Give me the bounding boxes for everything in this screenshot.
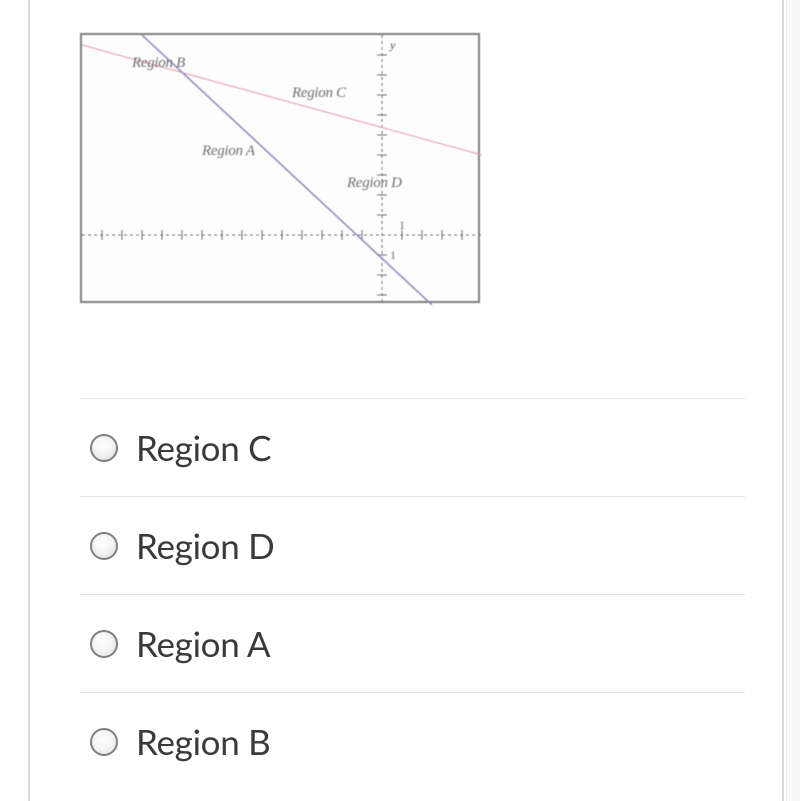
scrollbar-track[interactable] — [786, 0, 800, 801]
svg-text:1: 1 — [390, 248, 396, 262]
option-label: Region B — [136, 721, 270, 763]
option-label: Region D — [136, 525, 274, 567]
option-row-opt-b[interactable]: Region B — [80, 693, 745, 790]
radio-icon[interactable] — [90, 532, 118, 560]
option-row-opt-a[interactable]: Region A — [80, 595, 745, 692]
option-label: Region A — [136, 623, 270, 665]
region-label: Region C — [292, 85, 346, 102]
region-label: Region A — [202, 143, 255, 160]
answer-options: Region C Region D Region A Region B — [80, 398, 745, 790]
viewport: y 1 1 Region B Region C Region A Region D Reg… — [0, 0, 800, 801]
option-row-opt-d[interactable]: Region D — [80, 497, 745, 594]
figure-container: y 1 1 Region B Region C Region A Region D — [80, 33, 480, 303]
plot-svg: y 1 1 — [82, 35, 482, 305]
radio-icon[interactable] — [90, 630, 118, 658]
region-label: Region D — [347, 175, 402, 192]
option-label: Region C — [136, 427, 271, 469]
region-label: Region B — [132, 55, 185, 72]
svg-text:1: 1 — [399, 218, 405, 232]
option-row-opt-c[interactable]: Region C — [80, 399, 745, 496]
region-plot-figure: y 1 1 Region B Region C Region A Region D — [80, 33, 480, 303]
radio-icon[interactable] — [90, 728, 118, 756]
radio-icon[interactable] — [90, 434, 118, 462]
svg-text:y: y — [389, 38, 396, 52]
